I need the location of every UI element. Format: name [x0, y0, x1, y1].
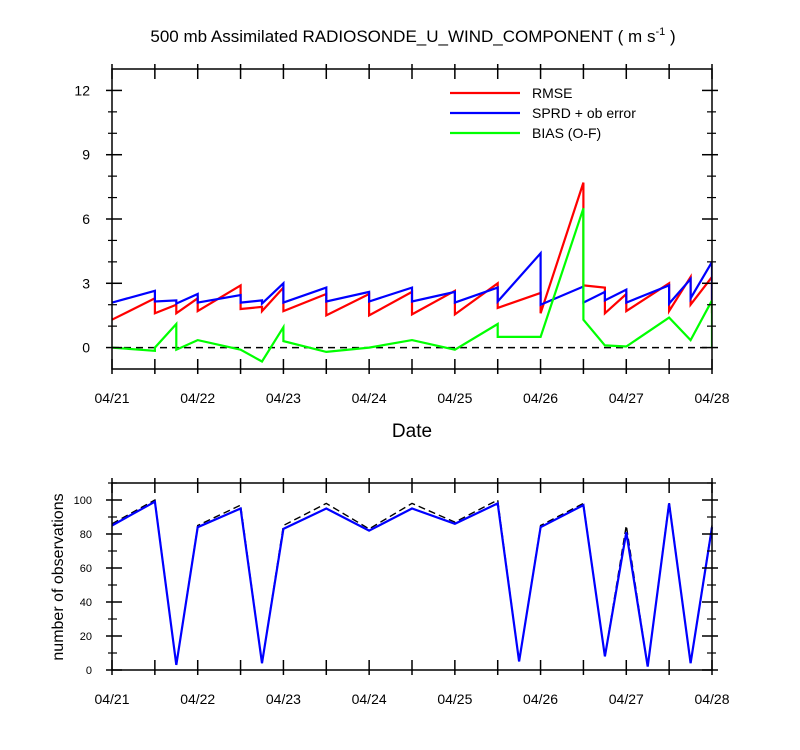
bottom-ytick-label: 80 — [80, 529, 92, 541]
top-xtick-label: 04/28 — [694, 390, 729, 406]
bottom-ytick-label: 60 — [80, 563, 92, 575]
bottom-xtick-label: 04/27 — [609, 691, 644, 707]
top-chart-xlabel: Date — [392, 421, 432, 442]
chart-title-superscript: -1 — [655, 26, 665, 38]
top-ytick-label: 0 — [82, 340, 90, 356]
top-chart-ticks: 04/21 04/22 04/23 04/24 04/25 04/26 04/27 04/28… — [74, 64, 730, 406]
top-chart-series — [112, 182, 712, 363]
series-line-sprd-ob-error — [112, 250, 712, 307]
bottom-xtick-label: 04/25 — [437, 691, 472, 707]
bottom-ytick-label: 0 — [86, 665, 92, 677]
bottom-chart-series — [111, 498, 714, 667]
top-chart-legend: RMSE SPRD + ob error BIAS (O-F) — [450, 85, 636, 141]
bottom-xtick-label: 04/22 — [180, 691, 215, 707]
bottom-xtick-label: 04/21 — [94, 691, 129, 707]
bottom-ytick-label: 100 — [74, 495, 92, 507]
chart-title-main: 500 mb Assimilated RADIOSONDE_U_WIND_COM… — [150, 27, 655, 46]
chart-title: 500 mb Assimilated RADIOSONDE_U_WIND_COM… — [150, 26, 675, 46]
legend-label: RMSE — [532, 85, 572, 101]
top-xtick-label: 04/25 — [437, 390, 472, 406]
bottom-xtick-label: 04/26 — [523, 691, 558, 707]
chart-title-end: ) — [665, 27, 675, 46]
top-ytick-label: 3 — [82, 275, 90, 291]
bottom-xtick-label: 04/23 — [266, 691, 301, 707]
top-ytick-label: 6 — [82, 211, 90, 227]
series-line-bias-o-f — [112, 207, 712, 363]
top-xtick-label: 04/27 — [609, 390, 644, 406]
bottom-ytick-label: 20 — [80, 631, 92, 643]
top-xtick-label: 04/26 — [523, 390, 558, 406]
legend-label: SPRD + ob error — [532, 105, 636, 121]
top-ytick-label: 12 — [74, 82, 90, 98]
top-xtick-label: 04/23 — [266, 390, 301, 406]
obs-line-assimilated — [111, 499, 714, 667]
top-ytick-label: 9 — [82, 147, 90, 163]
bottom-ytick-label: 40 — [80, 597, 92, 609]
bottom-chart-frame — [111, 482, 713, 671]
bottom-xtick-label: 04/24 — [352, 691, 387, 707]
bottom-chart-ticks: 04/21 04/22 04/23 04/24 04/25 04/26 04/27 04/28… — [74, 478, 730, 707]
bottom-chart-ylabel: number of observations — [50, 493, 67, 660]
top-xtick-label: 04/22 — [180, 390, 215, 406]
bottom-xtick-label: 04/28 — [694, 691, 729, 707]
top-xtick-label: 04/21 — [94, 390, 129, 406]
top-xtick-label: 04/24 — [352, 390, 387, 406]
legend-label: BIAS (O-F) — [532, 125, 601, 141]
